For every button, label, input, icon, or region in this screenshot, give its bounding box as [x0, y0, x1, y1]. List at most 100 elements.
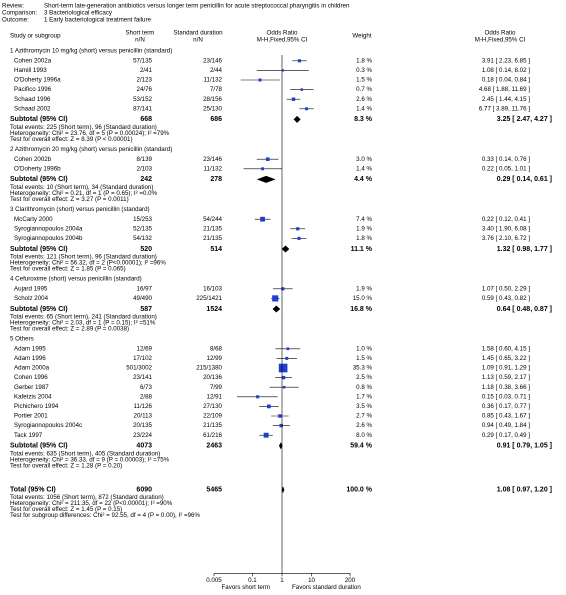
- ctrl-count: 2/44: [210, 67, 223, 74]
- exp-total: 6090: [136, 487, 152, 494]
- effect-box: [297, 59, 302, 63]
- weight: 0.3 %: [356, 67, 372, 74]
- odds-ratio: 0.64 [ 0.48, 0.87 ]: [497, 306, 552, 313]
- header-label: Outcome:: [2, 17, 29, 24]
- group-note: Heterogeneity: Chi² = 2.03, df = 1 (P = …: [10, 320, 156, 327]
- ctrl-count: 23/146: [203, 156, 222, 163]
- exp-total: 520: [140, 246, 152, 253]
- weight: 100.0 %: [346, 487, 372, 494]
- ctrl-count: 25/130: [203, 105, 222, 112]
- odds-ratio: 0.94 [ 0.49, 1.84 ]: [482, 422, 530, 429]
- group-note: Total events: 225 (Short term), 96 (Stan…: [10, 124, 157, 131]
- exp-count: 12/69: [137, 345, 153, 352]
- exp-count: 23/141: [133, 374, 152, 381]
- exp-count: 54/132: [133, 235, 152, 242]
- col-header: n/N: [193, 37, 203, 44]
- effect-box: [263, 432, 269, 438]
- ctrl-total: 278: [210, 176, 222, 183]
- summary-label: Subtotal (95% CI): [10, 443, 68, 450]
- group-note: Heterogeneity: Chi² = 36.33, df = 9 (P =…: [10, 456, 170, 463]
- study-name: Kafetzis 2004: [14, 393, 52, 400]
- weight: 0.7 %: [356, 86, 372, 93]
- exp-total: 4073: [136, 443, 152, 450]
- total-note: Heterogeneity: Chi² = 211.35, df = 22 (P…: [10, 500, 173, 507]
- exp-count: 20/113: [134, 413, 153, 420]
- odds-ratio: 1.08 [ 0.97, 1.20 ]: [497, 487, 552, 494]
- study-name: O'Doherty 1996b: [14, 165, 61, 172]
- study-name: McCarty 2000: [14, 216, 53, 223]
- odds-ratio: 1.09 [ 0.91, 1.29 ]: [482, 365, 530, 372]
- odds-ratio: 0.36 [ 0.17, 0.77 ]: [482, 403, 530, 410]
- effect-box: [291, 97, 296, 101]
- total-note: Total events: 1056 (Short term), 872 (St…: [10, 494, 164, 501]
- ctrl-count: 21/135: [203, 422, 222, 429]
- weight: 1.9 %: [356, 285, 372, 292]
- summary-label: Subtotal (95% CI): [10, 246, 68, 253]
- odds-ratio: 3.91 [ 2.23, 6.85 ]: [482, 57, 530, 64]
- total-note: Test for subgroup differences: Chi² = 92…: [10, 512, 200, 519]
- study-name: Aujard 1995: [14, 285, 48, 292]
- effect-box: [297, 236, 301, 240]
- odds-ratio: 3.40 [ 1.90, 6.08 ]: [482, 225, 530, 232]
- study-name: Schaad 2002: [14, 105, 51, 112]
- effect-box: [281, 375, 286, 380]
- effect-box: [272, 295, 279, 302]
- group-title: 2 Azithromycin 20 mg/kg (short) versus p…: [10, 146, 172, 153]
- weight: 1.0 %: [356, 345, 372, 352]
- exp-count: 57/135: [133, 57, 152, 64]
- exp-count: 49/490: [133, 295, 152, 302]
- group-title: 3 Clarithromycin (short) versus penicill…: [10, 206, 150, 213]
- odds-ratio: 0.29 [ 0.17, 0.49 ]: [482, 432, 530, 439]
- exp-count: 16/97: [137, 285, 153, 292]
- study-name: O'Doherty 1996a: [14, 77, 61, 84]
- effect-box: [285, 356, 289, 360]
- group-note: Heterogeneity: Chi² = 23.76, df = 5 (P =…: [10, 130, 170, 137]
- study-name: Hamill 1993: [14, 67, 47, 74]
- ctrl-count: 225/1421: [196, 295, 222, 302]
- exp-count: 2/41: [140, 67, 153, 74]
- effect-box: [256, 395, 260, 399]
- summary-diamond: [293, 115, 301, 123]
- exp-count: 8/139: [137, 156, 153, 163]
- ctrl-count: 20/136: [203, 374, 222, 381]
- odds-ratio: 0.29 [ 0.14, 0.61 ]: [497, 176, 552, 183]
- study-name: Syrogiannopoulos 2004c: [14, 422, 82, 429]
- weight: 4.4 %: [354, 176, 373, 183]
- study-name: Adam 1996: [14, 355, 46, 362]
- group-title: 1 Azithromycin 10 mg/kg (short) versus p…: [10, 48, 172, 55]
- group-note: Test for overall effect: Z = 2.89 (P = 0…: [10, 326, 129, 333]
- favors-right: Favors standard duration: [292, 584, 361, 591]
- exp-count: 2/88: [140, 393, 153, 400]
- ctrl-count: 27/130: [203, 403, 222, 410]
- weight: 2.6 %: [356, 422, 372, 429]
- weight: 1.5 %: [356, 77, 372, 84]
- ctrl-total: 514: [210, 246, 222, 253]
- ctrl-count: 12/91: [207, 393, 223, 400]
- effect-box: [278, 363, 288, 373]
- effect-box: [258, 78, 262, 82]
- header-label: Comparison:: [2, 10, 37, 17]
- exp-count: 2/123: [137, 77, 153, 84]
- favors-left: Favors short term: [222, 584, 270, 591]
- exp-count: 87/141: [133, 105, 152, 112]
- weight: 1.9 %: [356, 225, 372, 232]
- summary-label: Total (95% CI): [10, 487, 56, 494]
- x-tick-label: 1: [280, 577, 284, 584]
- effect-box: [305, 107, 309, 111]
- odds-ratio: 0.22 [ 0.12, 0.41 ]: [482, 216, 530, 223]
- col-study: Study or subgroup: [10, 33, 61, 40]
- study-name: Pacifico 1996: [14, 86, 52, 93]
- ctrl-count: 21/135: [203, 225, 222, 232]
- col-header: Odds Ratio: [485, 30, 517, 37]
- study-name: Cohen 1996: [14, 374, 48, 381]
- header-label: Review:: [2, 3, 24, 10]
- odds-ratio: 1.08 [ 0.14, 8.02 ]: [482, 67, 530, 74]
- col-header: Odds Ratio: [267, 30, 299, 37]
- weight: 35.3 %: [353, 365, 373, 372]
- exp-count: 501/3002: [126, 365, 152, 372]
- exp-count: 20/135: [133, 422, 152, 429]
- exp-count: 24/76: [137, 86, 153, 93]
- x-tick-label: 10: [308, 577, 315, 584]
- odds-ratio: 1.18 [ 0.38, 3.66 ]: [482, 384, 530, 391]
- group-note: Total events: 65 (Short term), 241 (Stan…: [10, 314, 157, 321]
